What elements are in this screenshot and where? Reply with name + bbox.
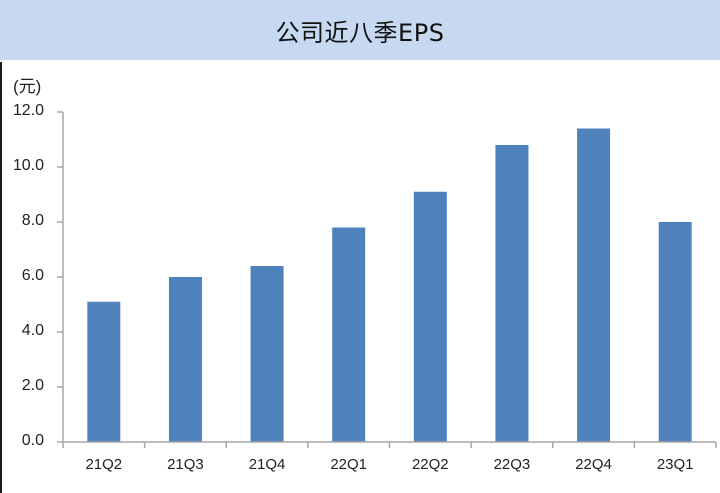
x-tick-label: 21Q2	[85, 456, 123, 473]
chart-title: 公司近八季EPS	[275, 18, 445, 47]
bar-22Q4	[577, 128, 611, 442]
y-tick-label: 0.0	[21, 432, 44, 449]
x-tick-label: 21Q4	[248, 456, 286, 473]
bar-21Q4	[250, 266, 284, 442]
chart-title-banner: 公司近八季EPS	[0, 0, 720, 60]
y-tick-label: 2.0	[21, 377, 44, 394]
x-tick-label: 22Q1	[330, 456, 368, 473]
x-tick-label: 23Q1	[656, 456, 694, 473]
y-tick-label: 10.0	[12, 157, 44, 174]
y-tick-label: 6.0	[21, 267, 44, 284]
bar-22Q2	[413, 191, 447, 442]
y-tick-label: 8.0	[21, 212, 44, 229]
bar-23Q1	[658, 222, 692, 442]
bar-21Q3	[168, 277, 202, 442]
bar-22Q1	[332, 227, 366, 442]
plot-area	[57, 111, 717, 448]
x-tick-label: 21Q3	[167, 456, 204, 473]
bar-21Q2	[87, 301, 121, 442]
x-tick-label: 22Q3	[493, 456, 531, 473]
eps-bar-chart: (元) 0.0 2.0 4.0 6.0 8.0 10.0 12.0 21Q2 21Q3 21Q4…	[0, 60, 720, 493]
y-axis-unit-label: (元)	[13, 77, 42, 96]
y-tick-label: 12.0	[12, 102, 44, 119]
x-tick-label: 22Q4	[575, 456, 612, 473]
left-border	[0, 62, 2, 493]
y-tick-label: 4.0	[21, 322, 44, 339]
x-tick-label: 22Q2	[411, 456, 449, 473]
bar-22Q3	[495, 145, 529, 442]
